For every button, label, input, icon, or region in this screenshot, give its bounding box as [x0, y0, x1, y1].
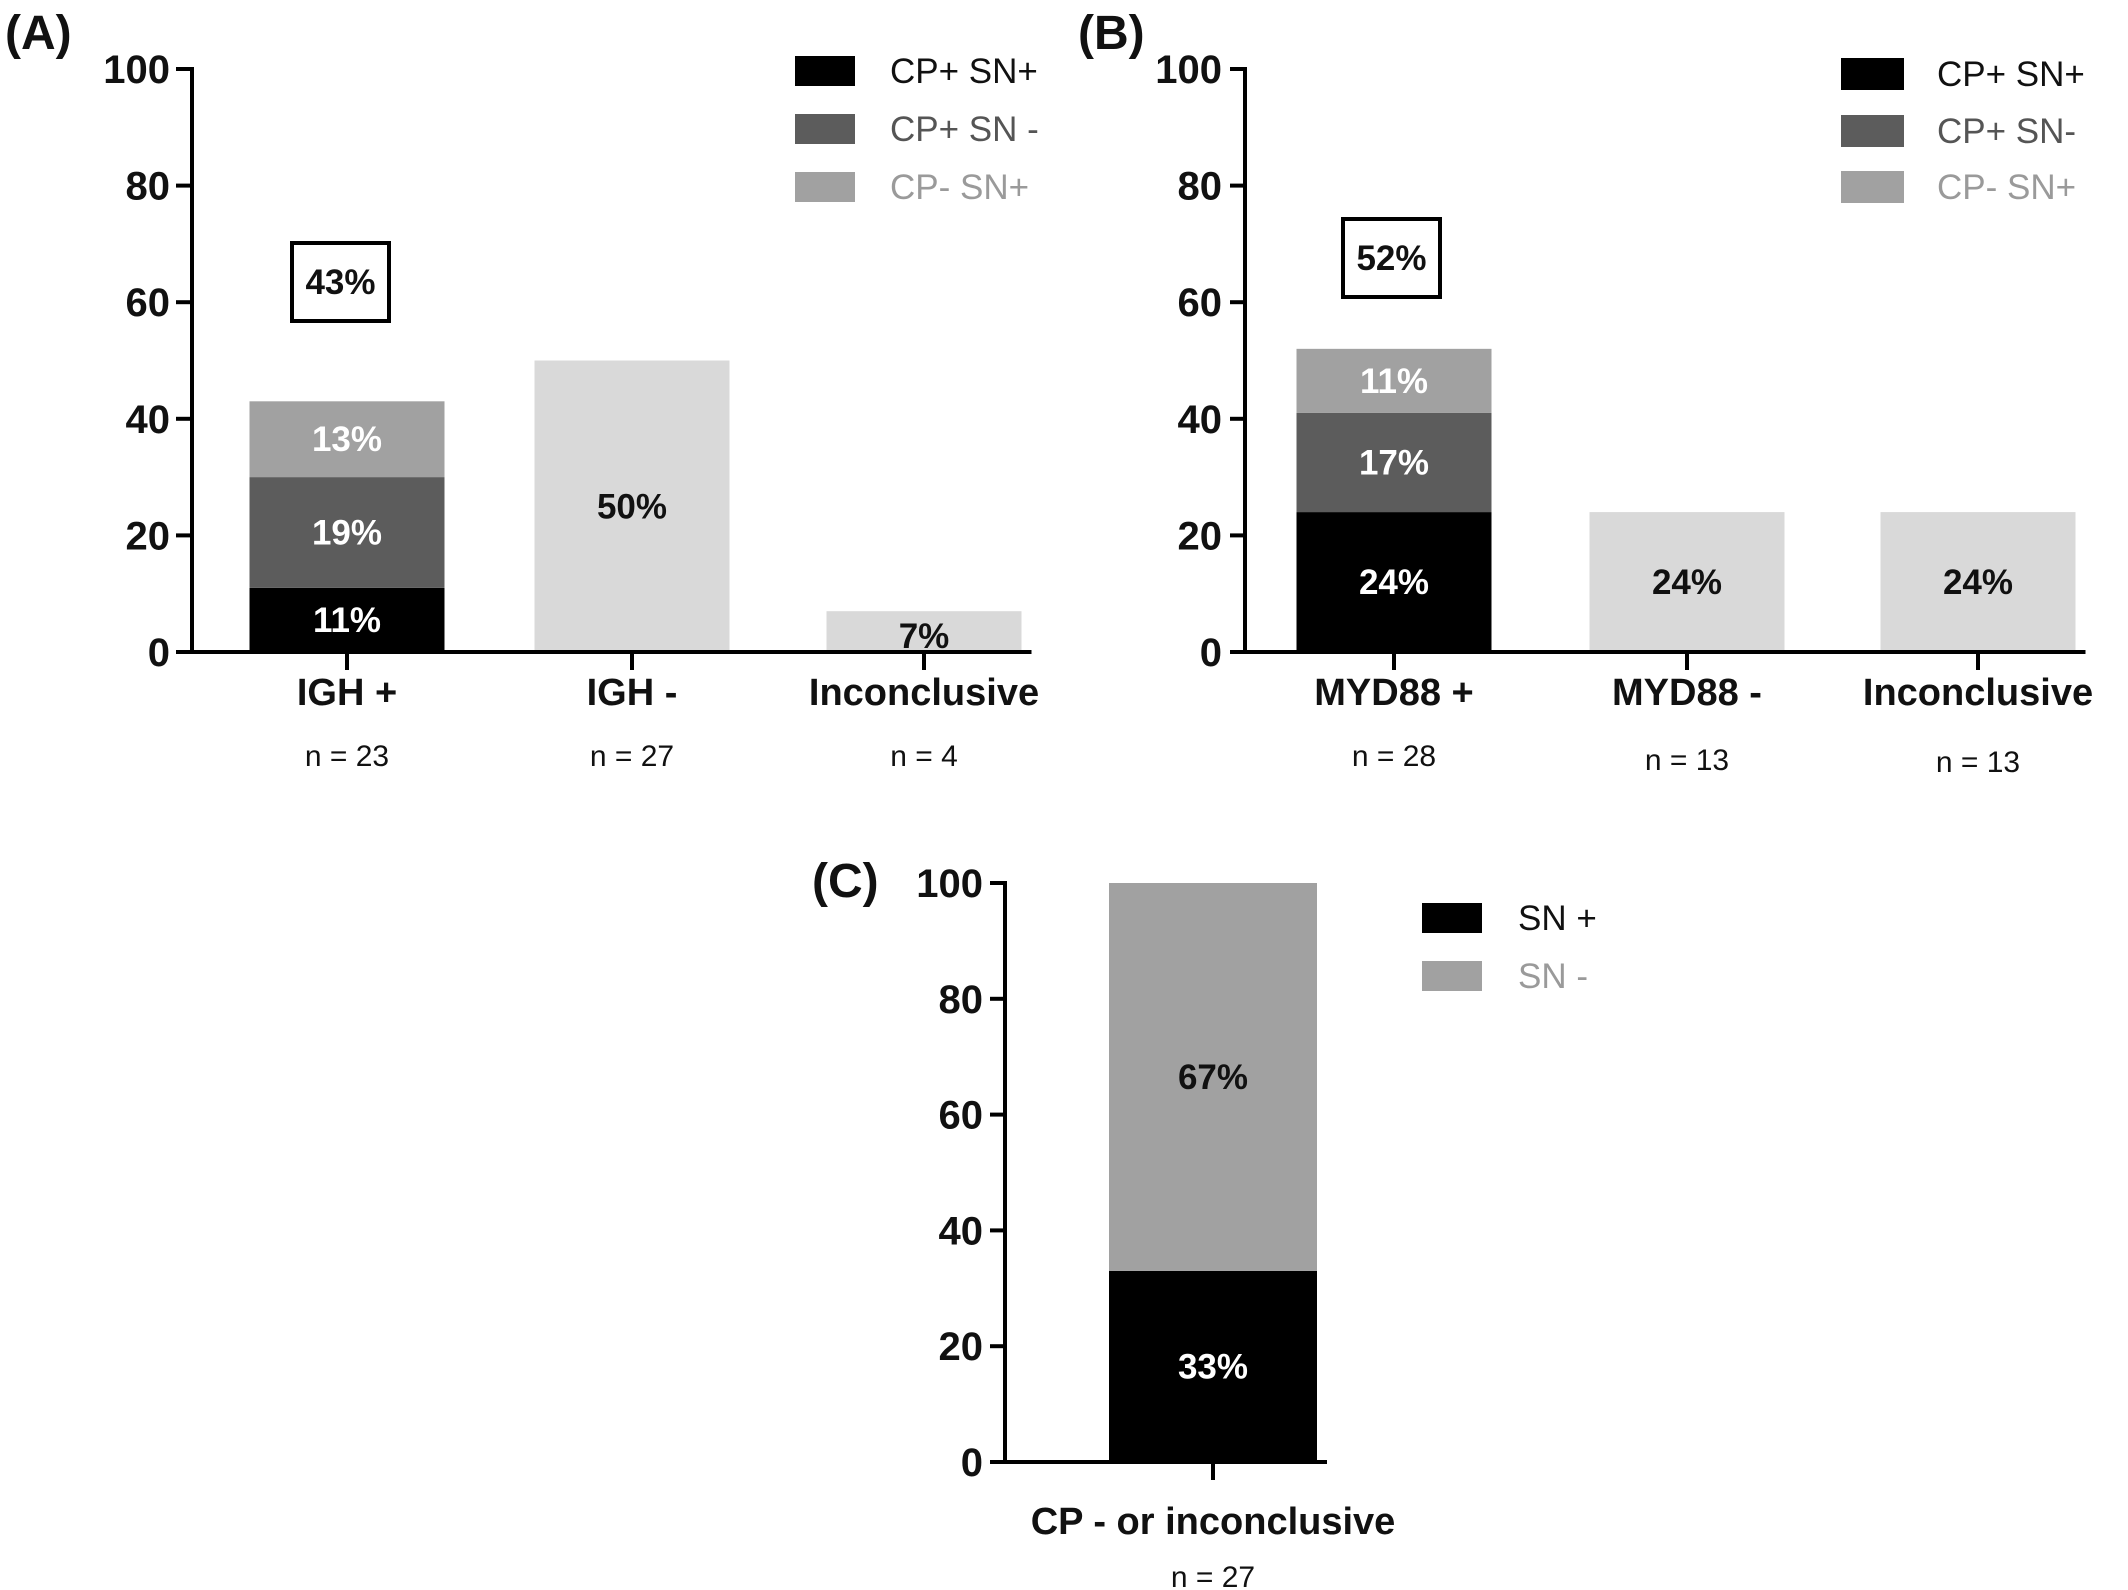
y-tick-label: 0: [961, 1441, 983, 1485]
bar-segment: [826, 611, 1022, 652]
y-tick-label: 100: [1155, 48, 1222, 92]
legend-swatch: [795, 114, 855, 144]
y-tick-label: 80: [1178, 165, 1223, 209]
bar-segment: [1296, 412, 1492, 513]
y-tick-label: 40: [126, 398, 171, 442]
bar-segment: [1296, 348, 1492, 413]
bar-value-label: 33%: [1178, 1347, 1248, 1386]
bar-segment: [1109, 883, 1317, 1271]
bar-segment: [249, 477, 445, 588]
y-tick-label: 0: [1200, 631, 1222, 675]
bar-value-label: 24%: [1943, 563, 2013, 602]
total-callout-label: 52%: [1356, 239, 1426, 278]
sample-size-label: n = 27: [1171, 1561, 1255, 1590]
total-callout-label: 43%: [305, 263, 375, 302]
y-tick-label: 0: [148, 631, 170, 675]
y-tick-label: 100: [916, 862, 983, 906]
legend-label: CP+ SN+: [1937, 55, 2085, 94]
total-callout-box: [290, 241, 391, 323]
bar-value-label: 50%: [597, 487, 667, 526]
sample-size-label: n = 13: [1645, 744, 1729, 777]
bar-value-label: 13%: [312, 420, 382, 459]
bar-value-label: 17%: [1359, 444, 1429, 483]
y-tick-label: 20: [126, 514, 171, 558]
chart-panel-2: (B) 24% 17% 11% 24% 24% 0 20 40 60 80 100 MYD88 + n =…: [1078, 7, 2093, 779]
panel-label: (C): [812, 855, 879, 908]
bar-segment: [1109, 1270, 1317, 1462]
bar-value-label: 67%: [1178, 1058, 1248, 1097]
legend-label: CP+ SN -: [890, 110, 1039, 149]
legend-label: SN -: [1518, 957, 1588, 996]
y-tick-label: 60: [1178, 281, 1223, 325]
bar-value-label: 24%: [1652, 563, 1722, 602]
sample-size-label: n = 27: [590, 740, 674, 773]
y-tick-label: 80: [126, 165, 171, 209]
y-tick-label: 100: [103, 48, 170, 92]
y-tick-label: 40: [939, 1209, 984, 1253]
sample-size-label: n = 4: [890, 740, 958, 773]
y-tick-label: 20: [939, 1325, 984, 1369]
legend-swatch: [795, 56, 855, 86]
bar-segment: [534, 360, 730, 652]
legend-swatch: [1841, 115, 1904, 147]
bar-value-label: 11%: [1360, 362, 1428, 401]
bar-value-label: 7%: [899, 617, 950, 656]
legend-label: CP- SN+: [1937, 168, 2076, 207]
total-callout-box: [1341, 217, 1442, 299]
bar-segment: [1296, 512, 1492, 652]
sample-size-label: n = 13: [1936, 746, 2020, 779]
x-category-label: CP - or inconclusive: [1031, 1501, 1396, 1543]
x-category-label: MYD88 +: [1314, 672, 1473, 714]
panel-label: (B): [1078, 7, 1145, 60]
bar-segment: [249, 587, 445, 652]
chart-panel-1: (A) 11% 19% 13% 50% 7% 0 20 40 60 80 100 IGH + n = 23…: [5, 7, 1039, 773]
sample-size-label: n = 28: [1352, 740, 1436, 773]
bar-value-label: 11%: [313, 601, 381, 640]
chart-panel-3: (C) 33% 67% 0 20 40 60 80 100 CP - or inconclusiv…: [812, 855, 1597, 1590]
y-tick-label: 40: [1178, 398, 1223, 442]
x-category-label: Inconclusive: [809, 672, 1039, 714]
legend-label: CP+ SN+: [890, 52, 1038, 91]
x-category-label: MYD88 -: [1612, 672, 1762, 714]
legend-swatch: [1422, 961, 1482, 991]
y-tick-label: 20: [1178, 514, 1223, 558]
legend-label: SN +: [1518, 899, 1597, 938]
y-tick-label: 60: [126, 281, 171, 325]
bar-value-label: 19%: [312, 513, 382, 552]
x-category-label: IGH -: [587, 672, 678, 714]
legend-label: CP+ SN-: [1937, 112, 2076, 151]
sample-size-label: n = 23: [305, 740, 389, 773]
bar-segment: [1880, 512, 2076, 652]
y-tick-label: 60: [939, 1094, 984, 1138]
legend-swatch: [1841, 171, 1904, 203]
panel-label: (A): [5, 7, 72, 60]
x-category-label: Inconclusive: [1863, 672, 2093, 714]
bar-segment: [1589, 512, 1785, 652]
legend-label: CP- SN+: [890, 168, 1029, 207]
legend-swatch: [1422, 903, 1482, 933]
bar-segment: [249, 401, 445, 478]
bar-value-label: 24%: [1359, 563, 1429, 602]
x-category-label: IGH +: [297, 672, 397, 714]
legend-swatch: [795, 172, 855, 202]
y-tick-label: 80: [939, 978, 984, 1022]
legend-swatch: [1841, 58, 1904, 90]
